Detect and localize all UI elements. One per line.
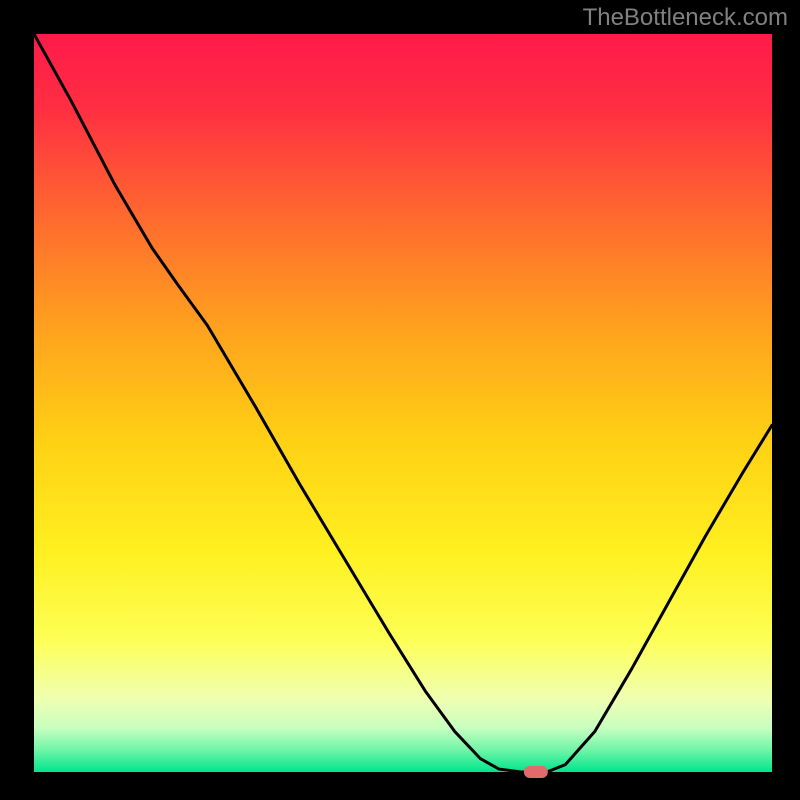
chart-container: TheBottleneck.com: [0, 0, 800, 800]
bottleneck-chart: [0, 0, 800, 800]
watermark-label: TheBottleneck.com: [583, 4, 788, 32]
plot-gradient-background: [34, 34, 772, 772]
optimal-marker: [524, 766, 548, 778]
